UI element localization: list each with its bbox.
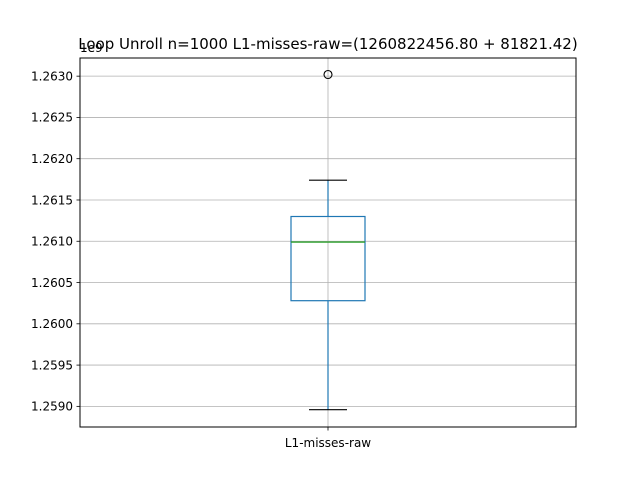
axes-frame bbox=[79, 57, 577, 428]
y-tick-label: 1.2610 bbox=[31, 235, 73, 249]
outlier-point bbox=[323, 69, 333, 80]
y-axis-offset-label: 1e9 bbox=[80, 41, 103, 55]
y-tick-label: 1.2595 bbox=[31, 358, 73, 372]
y-tick-label: 1.2605 bbox=[31, 276, 73, 290]
axes: 1.2590 1.2595 1.2600 1.2605 1.2610 1.2615 1.26… bbox=[31, 57, 577, 450]
y-tick-label: 1.2615 bbox=[31, 193, 73, 207]
chart-title: Loop Unroll n=1000 L1-misses-raw=(126082… bbox=[78, 35, 577, 53]
y-tick-label: 1.2625 bbox=[31, 111, 73, 125]
iqr-box bbox=[290, 215, 366, 302]
y-tick-label: 1.2590 bbox=[31, 400, 73, 414]
y-tick-label: 1.2600 bbox=[31, 317, 73, 331]
y-tick-label: 1.2630 bbox=[31, 69, 73, 83]
y-tick-label: 1.2620 bbox=[31, 152, 73, 166]
x-tick-label: L1-misses-raw bbox=[285, 436, 371, 450]
plot-area bbox=[290, 69, 366, 411]
